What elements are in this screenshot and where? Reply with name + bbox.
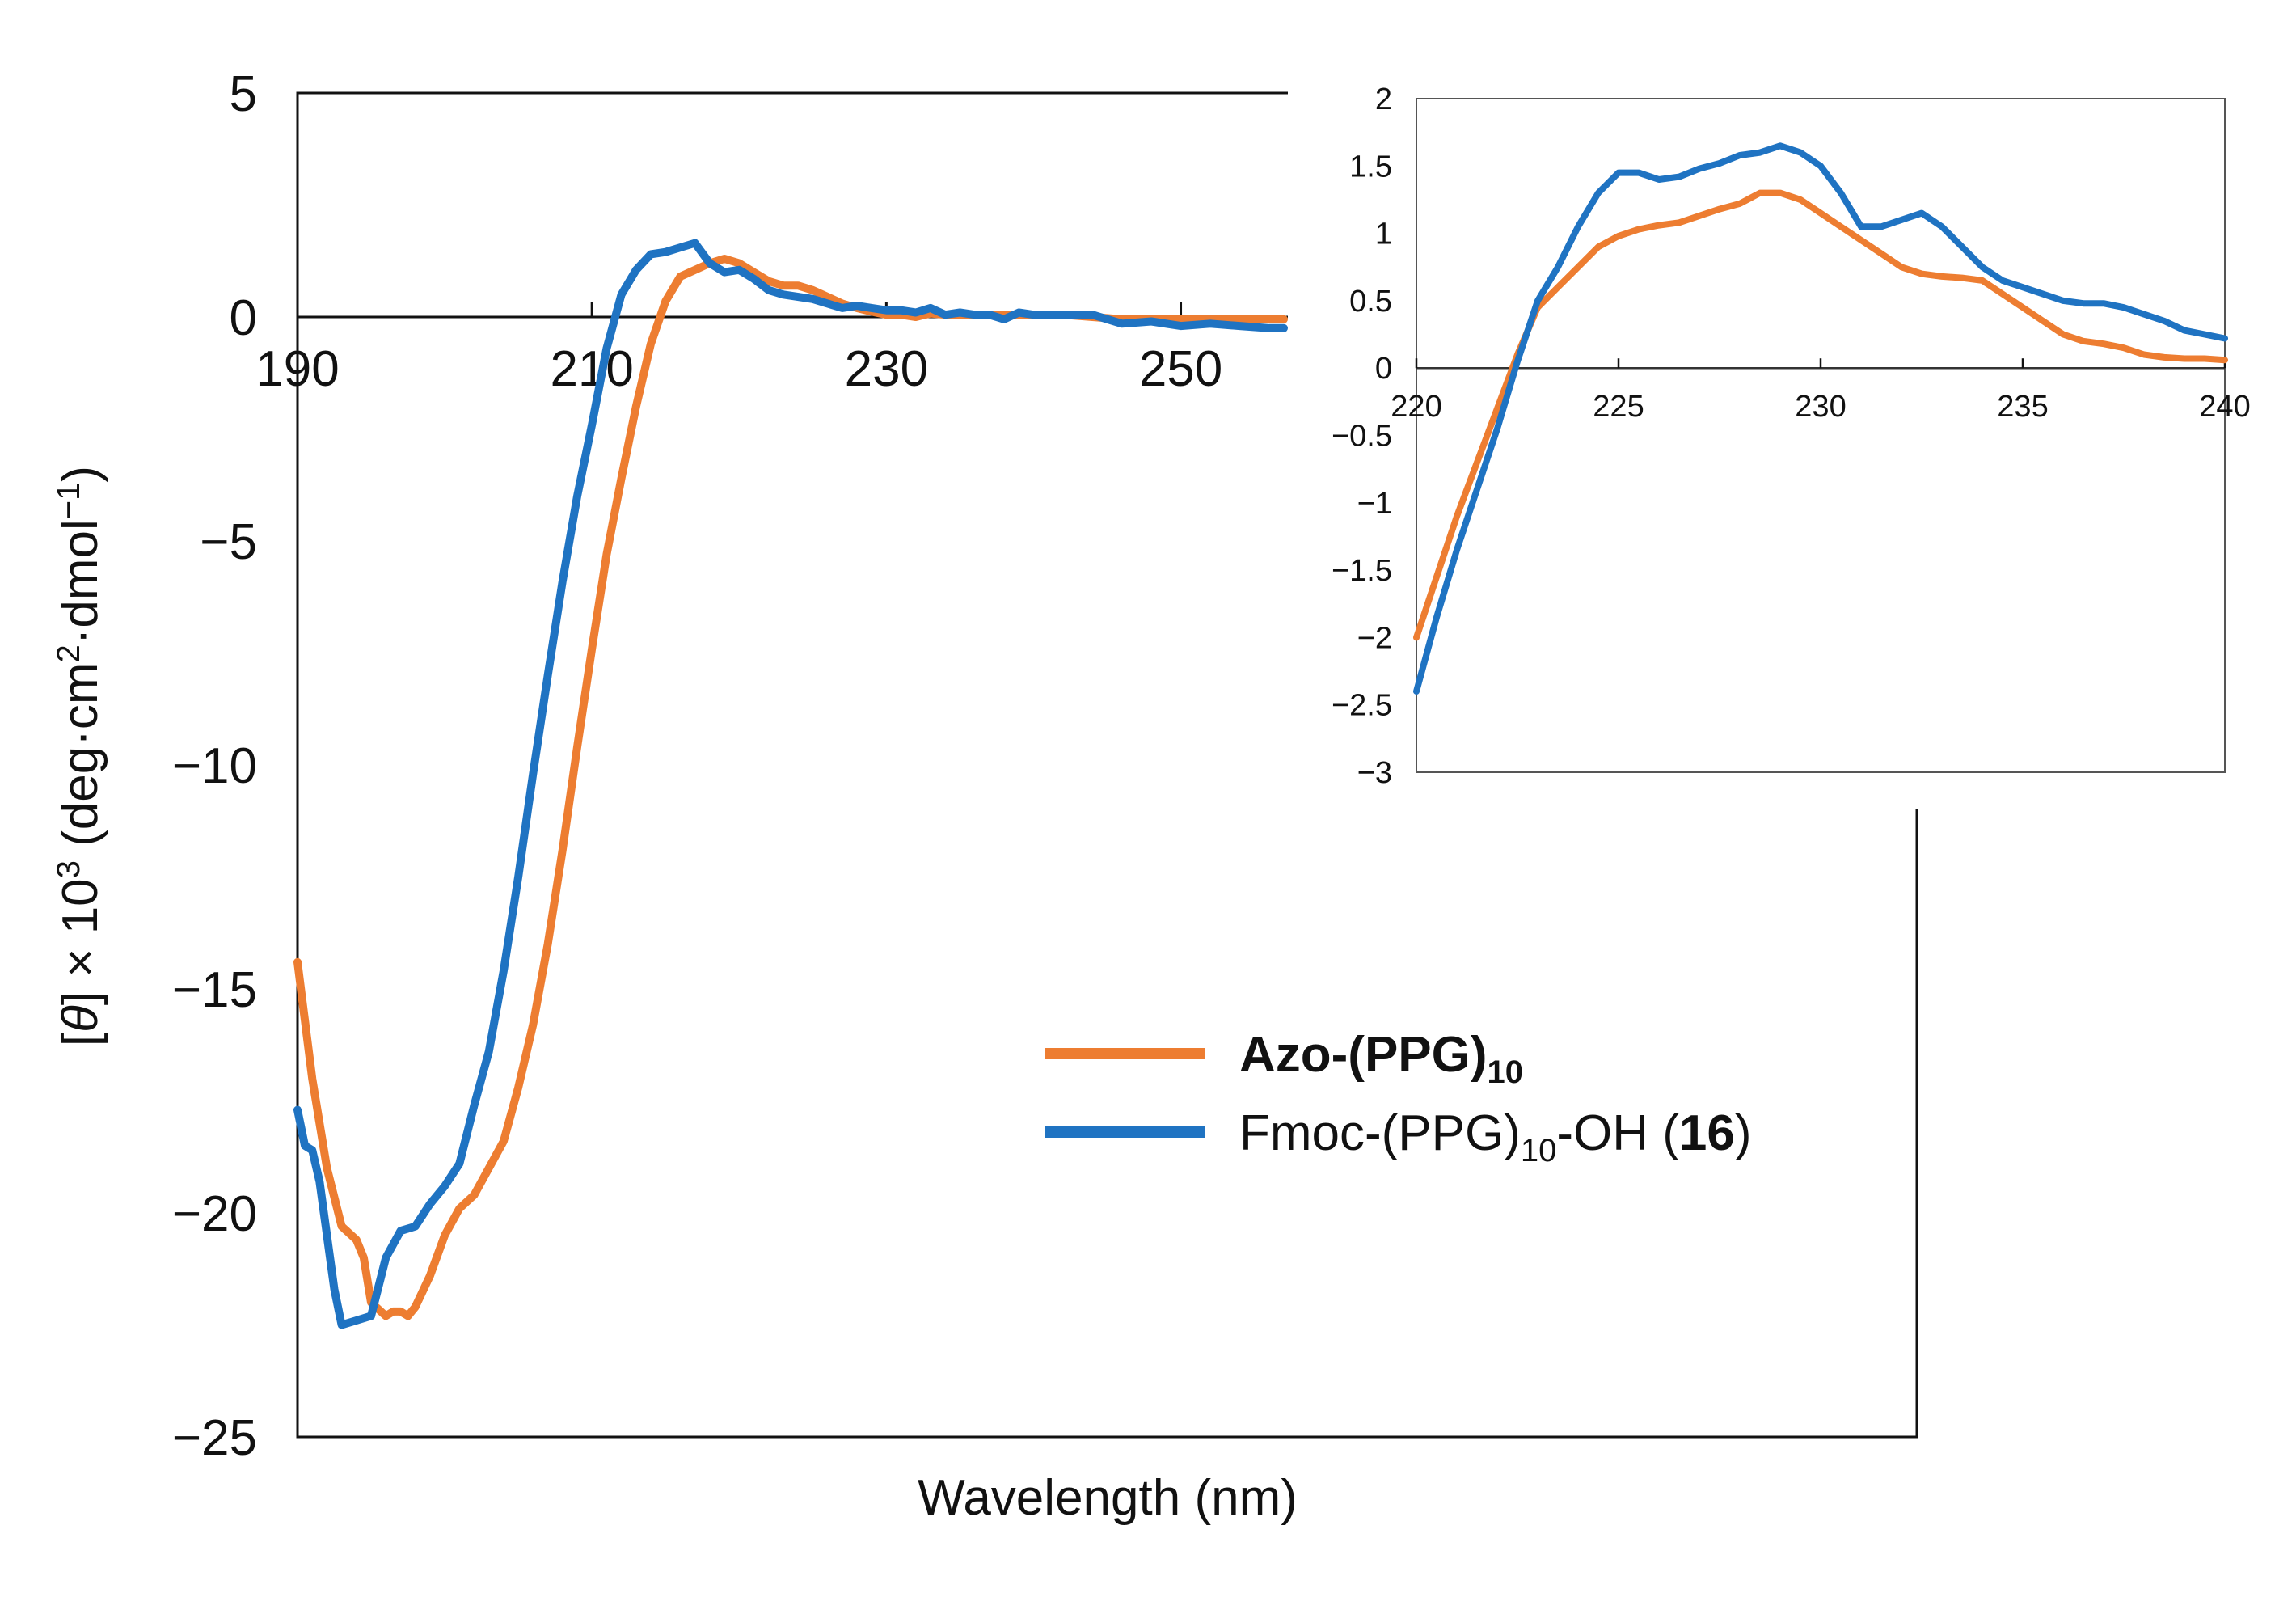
legend-entry-fmoc: Fmoc-(PPG)10-OH (16) [1045, 1105, 1752, 1168]
inset-x-tick-label: 220 [1391, 390, 1441, 424]
inset-y-tick-label: 1.5 [1349, 150, 1392, 184]
inset-x-tick-label: 235 [1997, 390, 2048, 424]
main-y-tick-label: 0 [230, 290, 257, 346]
main-y-tick-label: −10 [172, 738, 257, 794]
inset-series-line-0 [1413, 189, 2228, 641]
main-y-tick-label: −20 [172, 1186, 257, 1242]
main-y-tick-label: −15 [172, 962, 257, 1018]
main-y-tick-label: 5 [230, 66, 257, 122]
inset-x-tick-label: 230 [1795, 390, 1846, 424]
inset-background [1288, 77, 2294, 809]
main-x-tick-label: 190 [255, 341, 339, 397]
legend-entry-azo: Azo-(PPG)10 [1045, 1027, 1523, 1090]
inset-chart: 220 225 230 235 240 2 1.5 1 0.5 0 −0.5 −1 −1.5 −2 −2.… [1332, 82, 2251, 790]
main-y-tick-label: −5 [200, 514, 257, 570]
inset-plot-frame [1416, 98, 2226, 773]
inset-y-tick-label: −3 [1357, 756, 1392, 790]
inset-y-tick-label: −1 [1357, 487, 1392, 521]
main-x-tick-label: 250 [1139, 341, 1222, 397]
inset-y-tick-label: −2.5 [1332, 689, 1392, 723]
inset-y-tick-label: 2 [1375, 82, 1392, 116]
inset-y-tick-label: 1 [1375, 218, 1392, 251]
main-x-tick-label: 210 [550, 341, 633, 397]
inset-y-tick-label: −2 [1357, 621, 1392, 655]
inset-y-tick-label: 0.5 [1349, 285, 1392, 319]
main-series-line-1 [293, 239, 1288, 1329]
legend: Azo-(PPG)10 Fmoc-(PPG)10-OH (16) [1045, 1027, 1752, 1168]
inset-series-line-1 [1413, 142, 2228, 695]
inset-y-tick-label: −0.5 [1332, 420, 1392, 454]
inset-x-tick-label: 240 [2199, 390, 2250, 424]
main-y-tick-label: −25 [172, 1410, 257, 1466]
main-x-tick-label: 230 [845, 341, 928, 397]
main-y-axis-label: [θ] × 103 (deg·cm2·dmol−1) [51, 466, 108, 1046]
legend-label-fmoc: Fmoc-(PPG)10-OH (16) [1239, 1105, 1752, 1168]
legend-label-azo: Azo-(PPG)10 [1239, 1027, 1523, 1090]
inset-y-tick-label: 0 [1375, 352, 1392, 386]
main-x-axis-label: Wavelength (nm) [918, 1470, 1298, 1526]
inset-x-tick-label: 225 [1593, 390, 1644, 424]
inset-y-tick-label: −1.5 [1332, 554, 1392, 588]
